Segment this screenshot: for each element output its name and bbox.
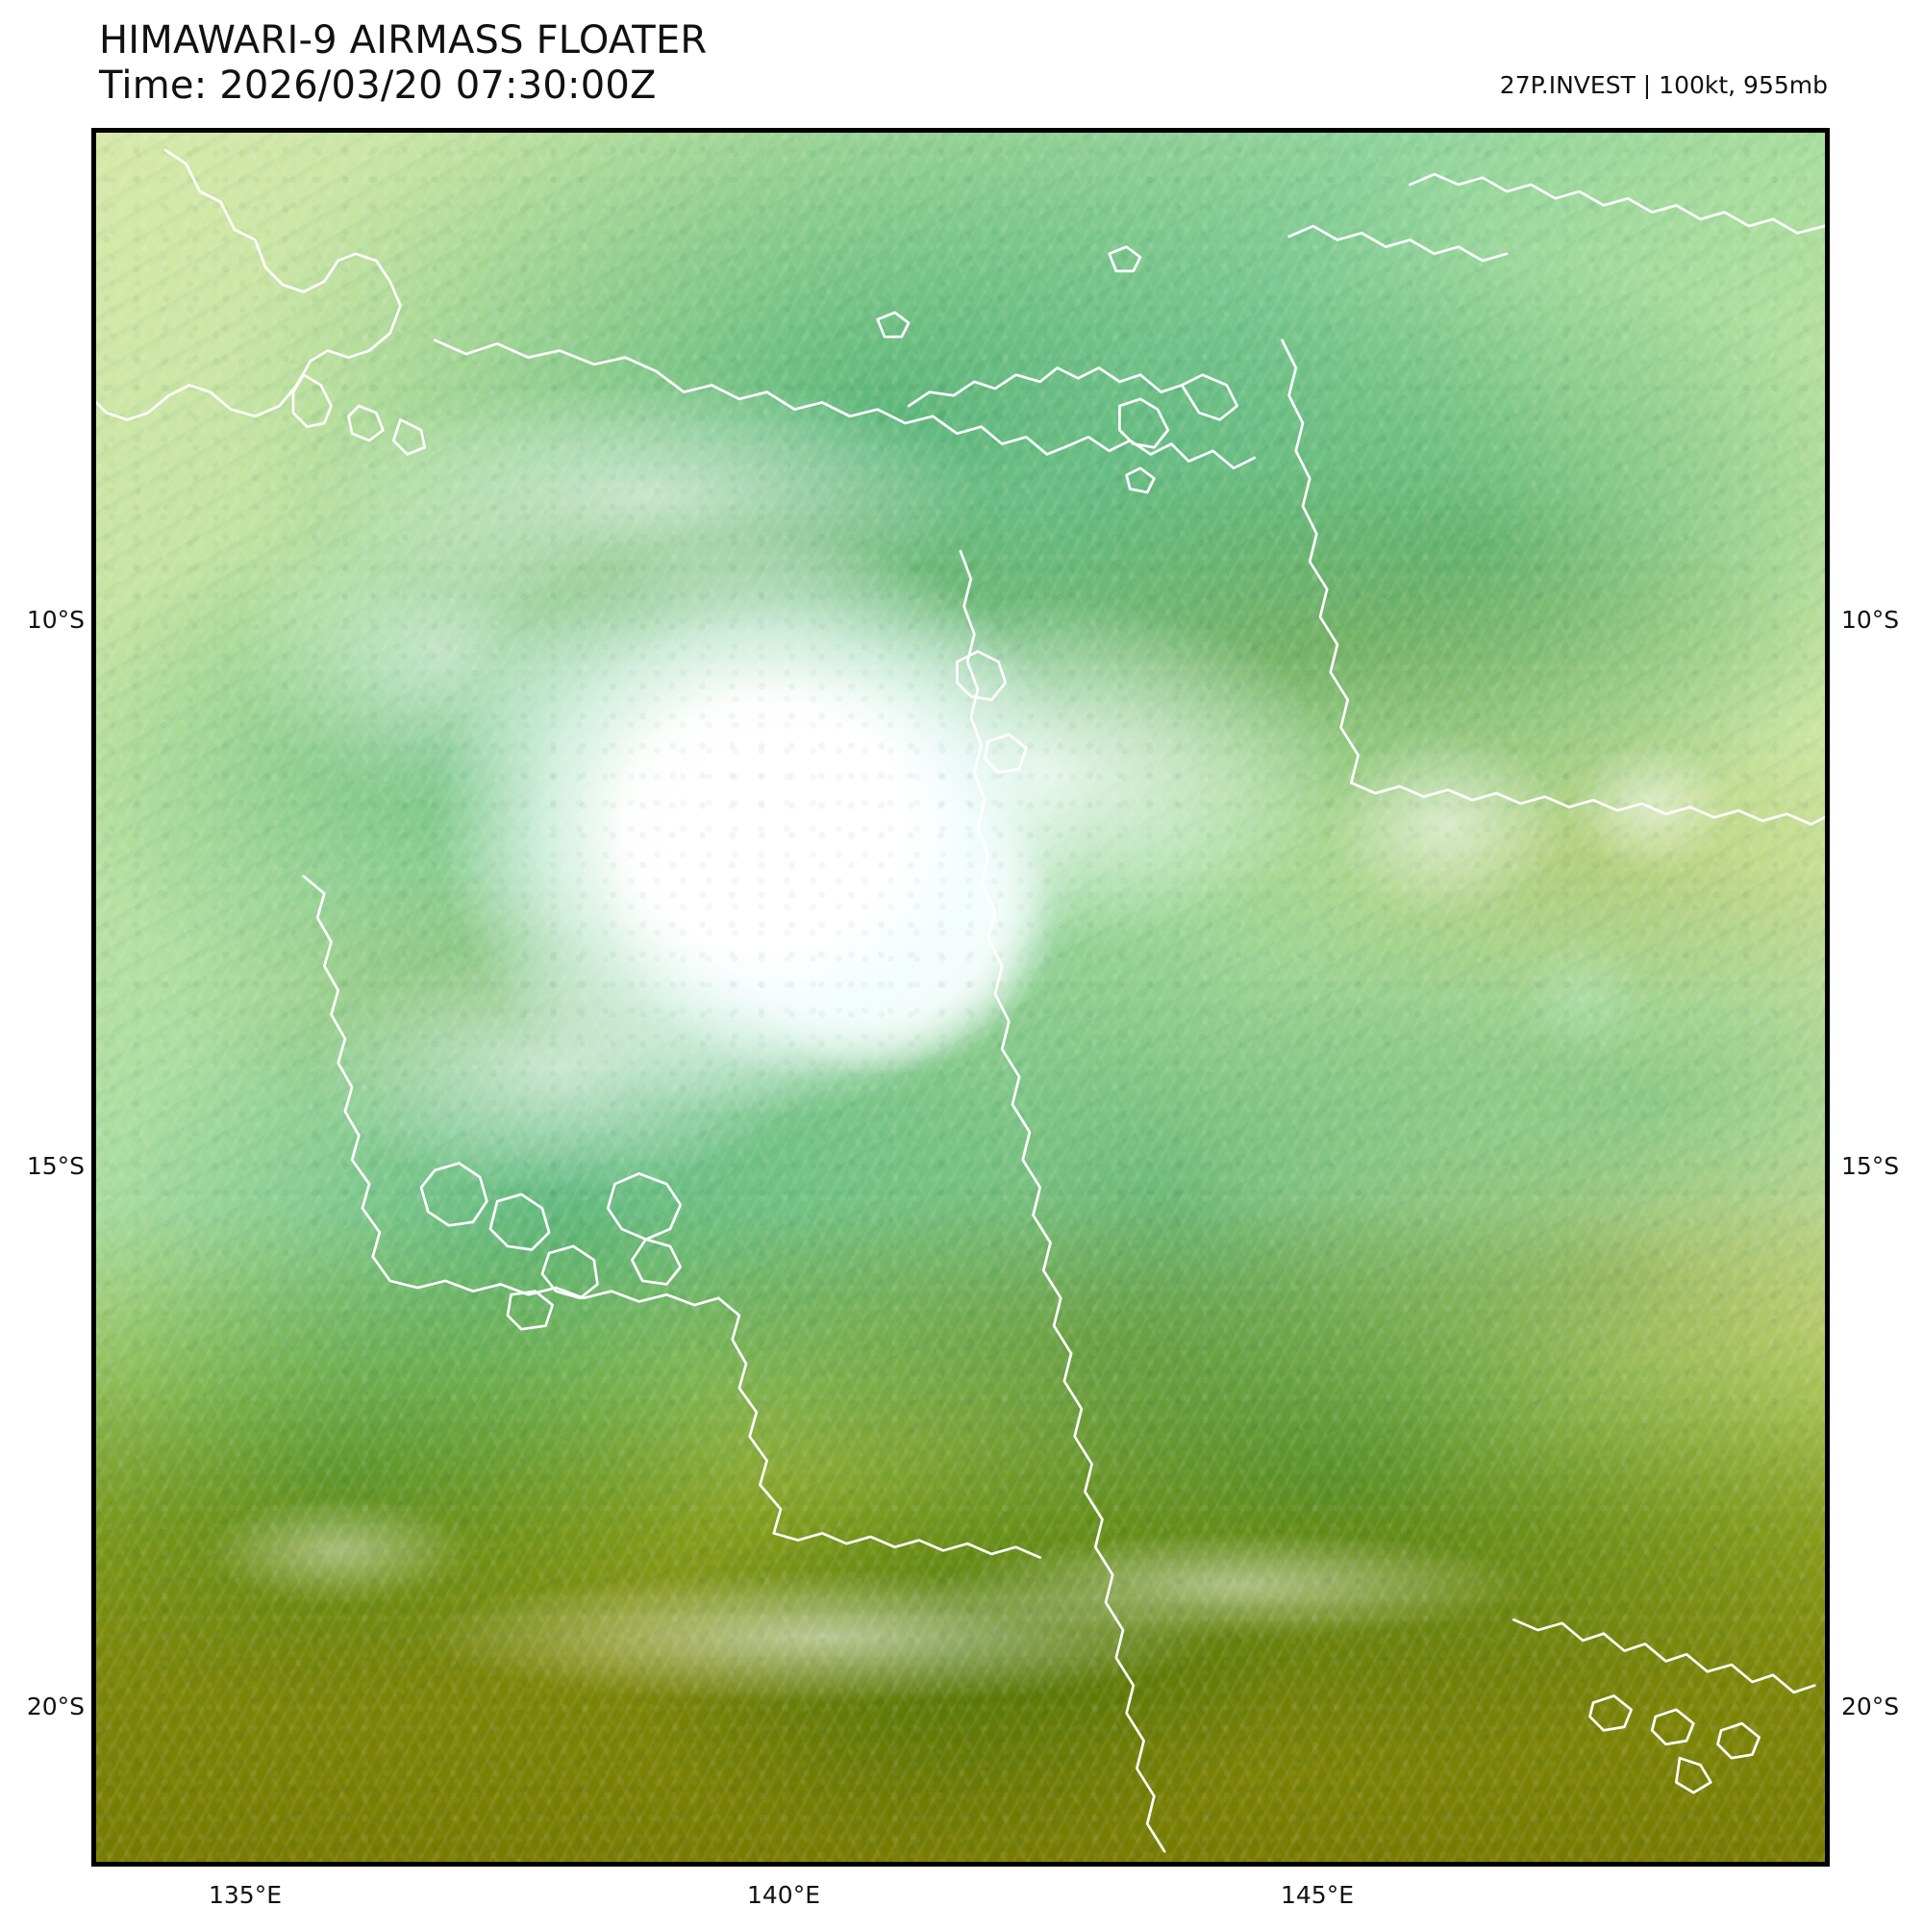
lat-label-left-15s: 15°S — [26, 1152, 85, 1180]
cold-cloud-top-layer — [96, 133, 1825, 1862]
header: HIMAWARI-9 AIRMASS FLOATER Time: 2026/03… — [0, 0, 1923, 131]
lat-label-right-15s: 15°S — [1841, 1152, 1900, 1180]
lat-label-left-20s: 20°S — [26, 1693, 85, 1720]
lon-label-135e: 135°E — [208, 1881, 282, 1909]
satellite-map-frame[interactable]: Copyright © 2020-2026 Dapiya — [91, 128, 1830, 1867]
lat-label-left-10s: 10°S — [26, 606, 85, 634]
coastline-overlay — [96, 148, 1825, 1853]
lon-label-140e: 140°E — [746, 1881, 820, 1909]
storm-info-label: 27P.INVEST | 100kt, 955mb — [1499, 71, 1828, 99]
lon-label-145e: 145°E — [1280, 1881, 1354, 1909]
timestamp-label: Time: 2026/03/20 07:30:00Z — [99, 63, 657, 108]
satellite-image-canvas — [96, 133, 1825, 1862]
lat-label-right-20s: 20°S — [1841, 1693, 1900, 1720]
texture-grain-layer — [96, 133, 1825, 1862]
lat-label-right-10s: 10°S — [1841, 606, 1900, 634]
page-title: HIMAWARI-9 AIRMASS FLOATER — [99, 18, 708, 63]
deep-convection-layer — [96, 133, 1825, 1862]
